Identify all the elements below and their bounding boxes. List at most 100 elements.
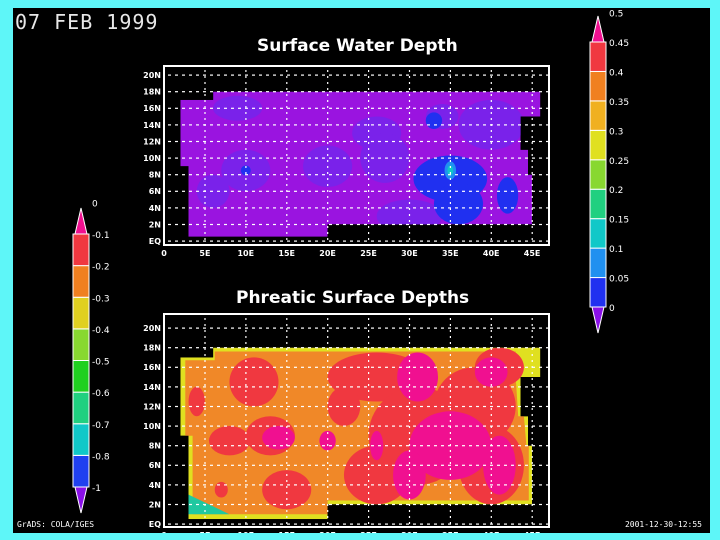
colorbar-swatch [72, 454, 90, 488]
grid-dot [408, 486, 411, 488]
grid-dot [301, 327, 304, 329]
grid-dot [518, 74, 521, 76]
grid-dot [531, 220, 533, 222]
grid-dot [217, 405, 220, 408]
grid-dot [301, 240, 304, 242]
contour-edge [188, 494, 230, 515]
grid-dot [413, 240, 416, 242]
grid-dot [210, 107, 213, 109]
grid-dot [408, 166, 411, 168]
grid-dot [182, 190, 185, 192]
grid-dot [315, 464, 318, 466]
grid-dot [511, 425, 514, 427]
grid-dot [525, 174, 528, 176]
grid-dot [449, 492, 451, 494]
grid-dot [175, 190, 178, 192]
grid-dot [427, 405, 430, 408]
grid-dot [357, 207, 360, 209]
grid-dot [245, 486, 247, 488]
grid-dot [336, 91, 339, 93]
colorbar-swatch [72, 233, 90, 267]
grid-dot [210, 347, 213, 349]
grid-dot [322, 91, 325, 93]
grid-dot [259, 174, 262, 176]
grid-dot [420, 464, 423, 466]
grid-dot [280, 523, 283, 525]
grid-dot [315, 140, 318, 143]
grid-dot [245, 124, 248, 126]
grid-dot [546, 405, 549, 408]
colorbar-cap-top [591, 15, 605, 43]
grid-dot [392, 347, 395, 349]
grid-dot [539, 223, 542, 226]
grid-dot [518, 445, 521, 447]
grid-dot [490, 202, 492, 204]
grid-dot [525, 74, 528, 76]
grid-dot [350, 207, 353, 209]
grid-dot [368, 172, 370, 174]
colorbar-swatch [589, 247, 607, 279]
grid-dot [406, 91, 409, 93]
grid-dot [204, 360, 206, 362]
grid-dot [408, 226, 411, 228]
grid-dot [231, 91, 234, 93]
grid-dot [497, 174, 500, 176]
grid-dot [449, 196, 451, 198]
grid-dot [531, 318, 533, 320]
grid-dot [392, 107, 395, 109]
grid-dot [518, 503, 521, 506]
grid-dot [413, 523, 416, 525]
grid-dot [203, 174, 206, 176]
grid-dot [413, 366, 416, 368]
grid-dot [546, 174, 549, 176]
grid-dot [371, 223, 374, 226]
grid-dot [204, 450, 206, 452]
grid-dot [525, 207, 528, 209]
grid-dot [329, 207, 332, 209]
grid-dot [343, 207, 346, 209]
grid-dot [329, 190, 332, 192]
grid-dot [322, 240, 325, 242]
grid-dot [286, 348, 288, 350]
grid-dot [245, 444, 247, 446]
grid-dot [413, 223, 416, 226]
grid-dot [168, 91, 171, 93]
grid-dot [378, 223, 381, 226]
grid-dot [238, 223, 241, 226]
grid-dot [259, 503, 262, 506]
grid-dot [315, 124, 318, 126]
grid-dot [217, 157, 220, 159]
grid-dot [329, 91, 332, 93]
contour-blob [196, 174, 230, 208]
grid-dot [497, 327, 500, 329]
grid-dot [210, 190, 213, 192]
grid-dot [252, 157, 255, 159]
grid-dot [327, 522, 329, 524]
grid-dot [329, 240, 332, 242]
grid-dot [327, 366, 329, 368]
grid-dot [408, 390, 411, 392]
grid-dot [399, 503, 402, 506]
grid-dot [399, 327, 402, 329]
grid-dot [168, 74, 171, 76]
grid-dot [259, 445, 262, 447]
grid-dot [434, 523, 437, 525]
grid-dot [413, 174, 416, 176]
grid-dot [420, 157, 423, 159]
grid-dot [462, 523, 465, 525]
grid-dot [286, 214, 288, 216]
grid-dot [483, 484, 486, 486]
grid-dot [490, 318, 492, 320]
grid-dot [368, 70, 370, 72]
grid-dot [245, 190, 248, 192]
colorbar-label: -0.5 [92, 358, 110, 368]
grid-dot [294, 484, 297, 486]
grid-dot [327, 190, 329, 192]
grid-dot [420, 445, 423, 447]
grid-dot [322, 174, 325, 176]
grid-dot [175, 484, 178, 486]
grid-dot [531, 226, 533, 228]
grid-dot [238, 190, 241, 192]
grid-dot [531, 378, 533, 380]
grid-dot [266, 157, 269, 159]
